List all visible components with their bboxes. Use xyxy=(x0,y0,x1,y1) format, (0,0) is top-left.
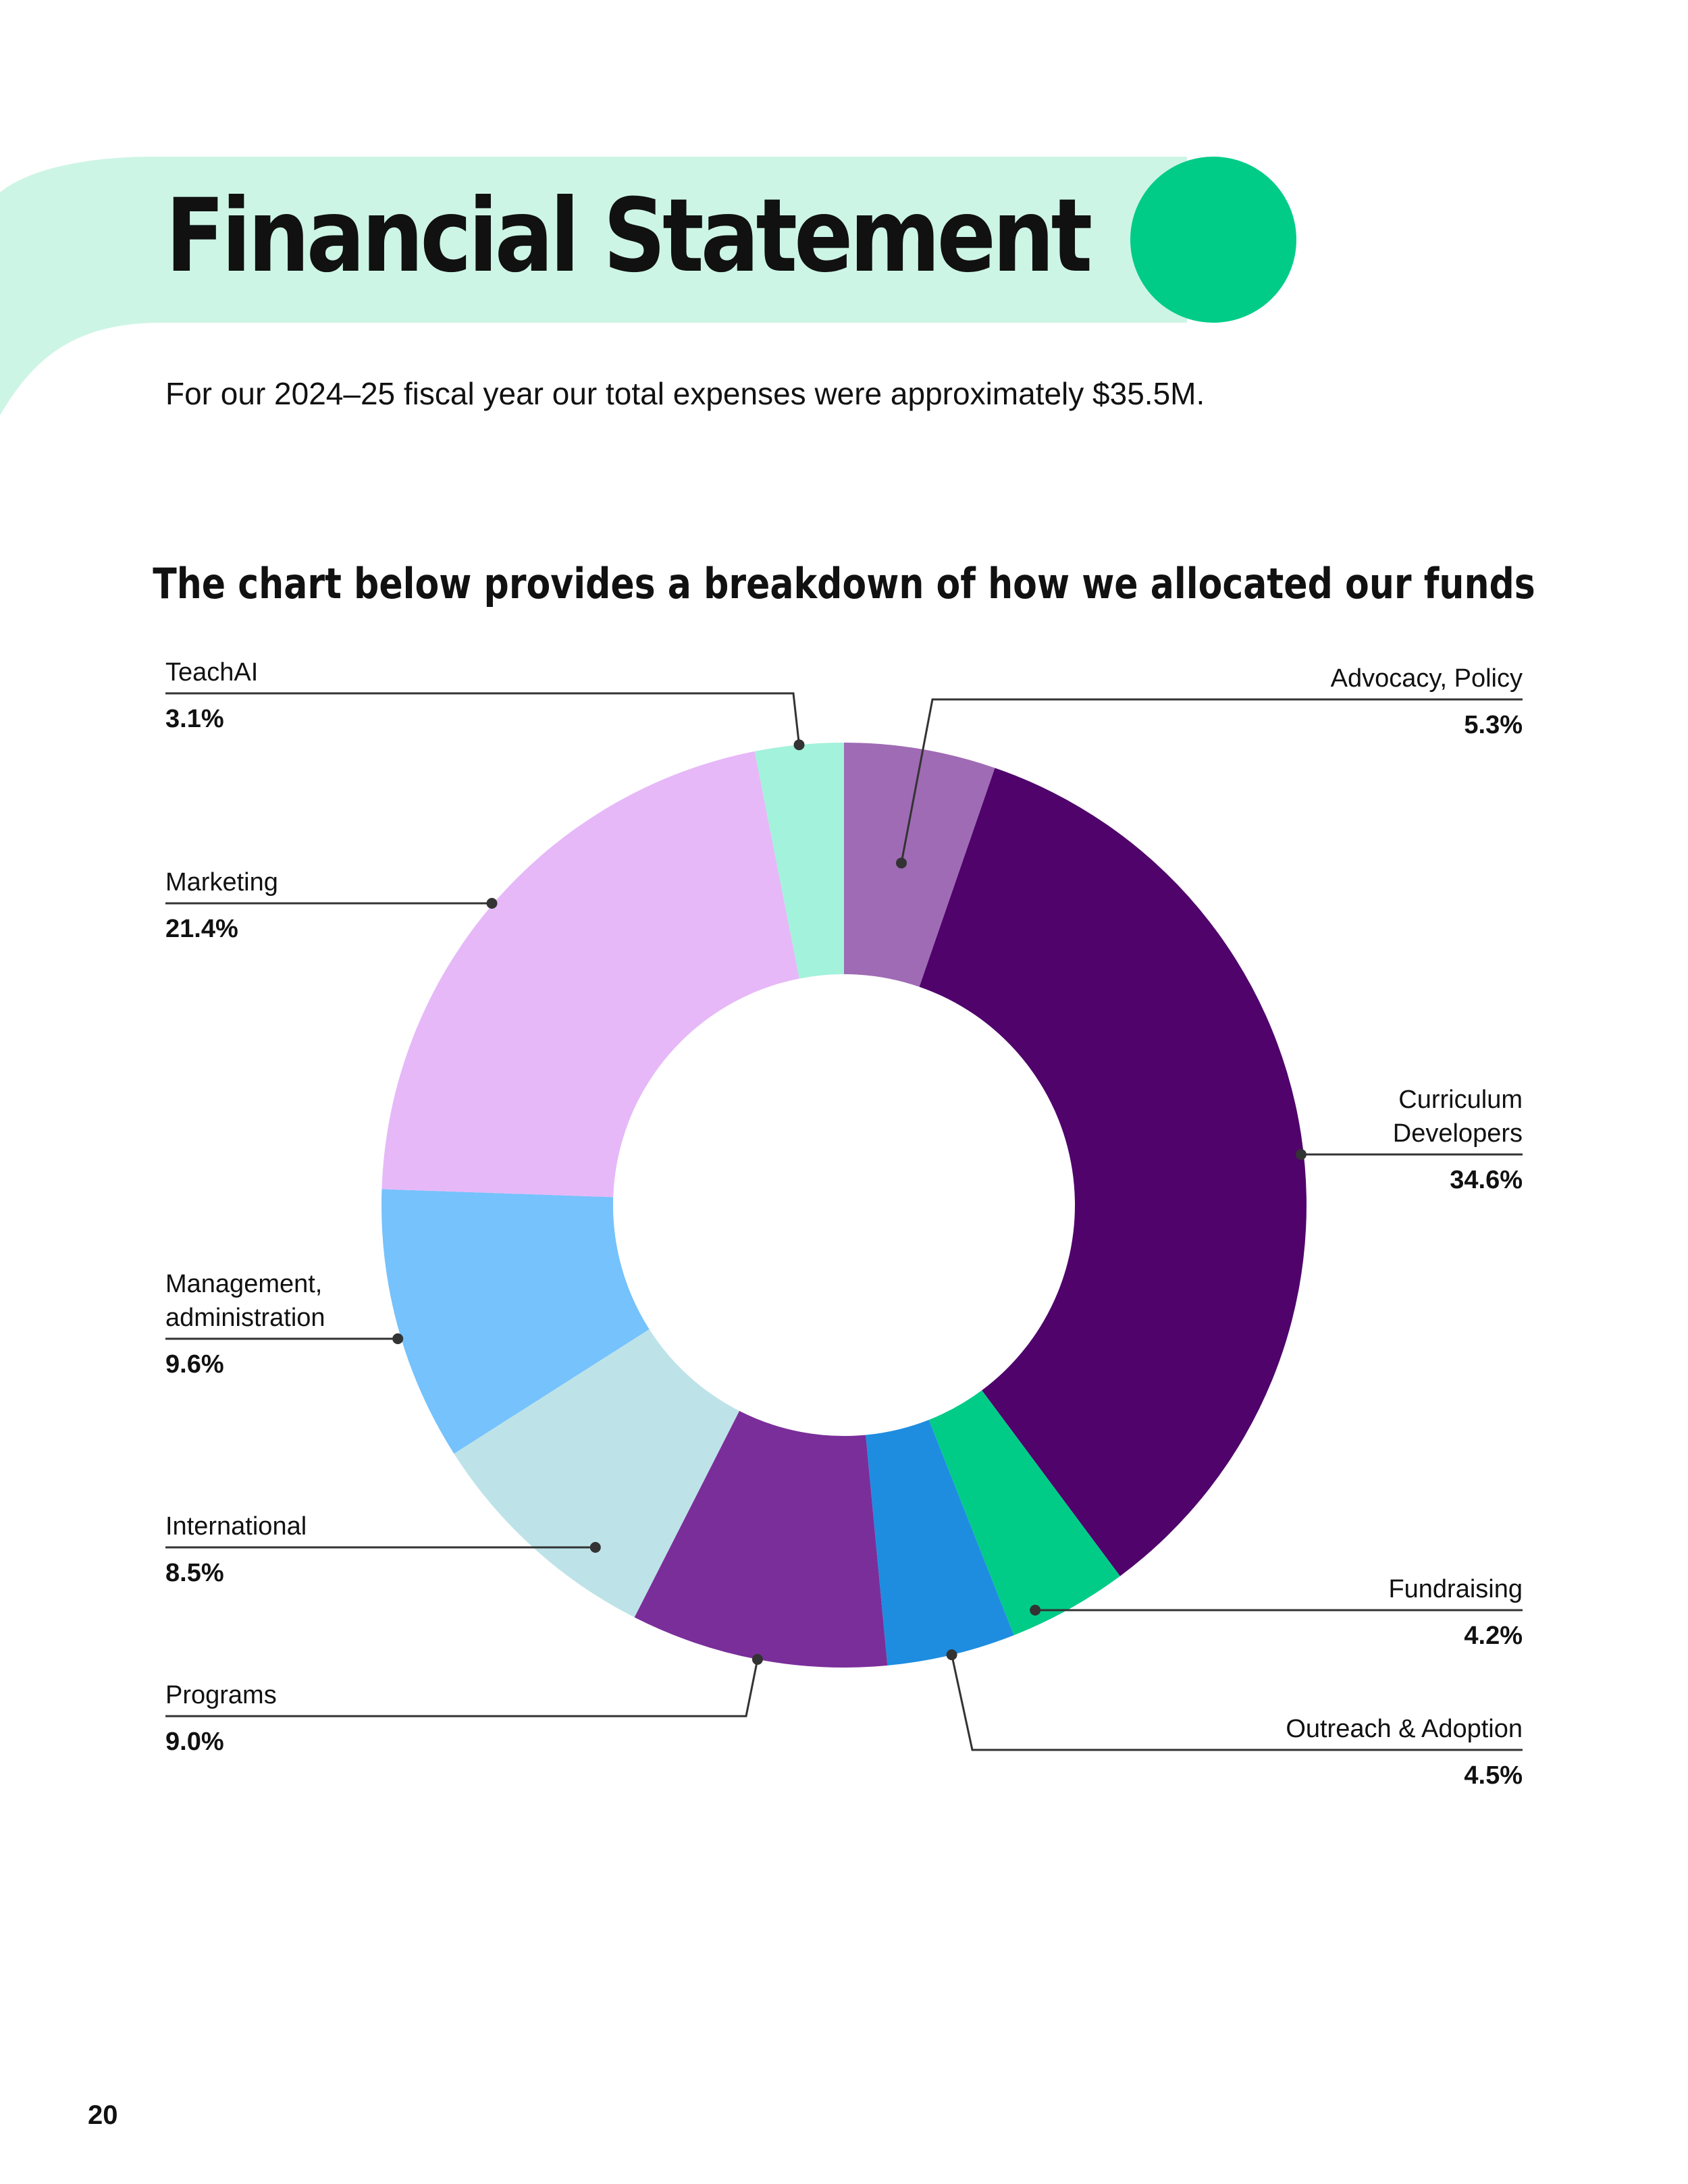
slice-name: Curriculum Developers xyxy=(1392,1086,1523,1148)
slice-value: 34.6% xyxy=(1450,1166,1523,1194)
slice-label: Advocacy, Policy 5.3% xyxy=(1331,662,1523,740)
leader-dot xyxy=(392,1333,404,1344)
leader-dot xyxy=(751,1653,763,1665)
leader-dot xyxy=(486,898,498,909)
donut-slice xyxy=(919,768,1307,1576)
slice-label: International 8.5% xyxy=(165,1510,307,1588)
leader-line xyxy=(900,698,1523,863)
leader-dot xyxy=(589,1542,601,1553)
page-subtitle: For our 2024–25 fiscal year our total ex… xyxy=(165,376,1205,411)
leader-dot xyxy=(1295,1149,1307,1160)
donut-slice xyxy=(381,1189,650,1454)
donut-slice xyxy=(454,1329,740,1618)
page-title: Financial Statement xyxy=(165,178,1092,295)
donut-slice xyxy=(866,1420,1014,1666)
slice-name: Management, administration xyxy=(165,1270,325,1332)
slice-value: 21.4% xyxy=(165,915,238,943)
slice-value: 8.5% xyxy=(165,1559,224,1587)
slice-label: Programs 9.0% xyxy=(165,1678,277,1757)
slice-value: 9.0% xyxy=(165,1728,224,1756)
slice-label: Management, administration 9.6% xyxy=(165,1267,325,1379)
accent-circle xyxy=(1130,157,1296,323)
chart-title: The chart below provides a breakdown of … xyxy=(153,559,1535,608)
slice-value: 5.3% xyxy=(1464,711,1523,739)
slice-value: 4.5% xyxy=(1464,1761,1523,1790)
slice-value: 3.1% xyxy=(165,705,224,733)
leader-dot xyxy=(793,739,805,751)
slice-name: International xyxy=(165,1512,307,1541)
slice-label: TeachAI 3.1% xyxy=(165,656,258,734)
donut-slice xyxy=(844,743,995,987)
header-decoration xyxy=(0,157,1296,415)
slice-label: Fundraising 4.2% xyxy=(1388,1572,1523,1651)
slice-name: Fundraising xyxy=(1388,1575,1523,1603)
slice-value: 9.6% xyxy=(165,1350,224,1379)
slice-name: TeachAI xyxy=(165,658,259,687)
donut-slice xyxy=(381,751,799,1198)
leader-dot xyxy=(946,1649,957,1661)
slice-label: Curriculum Developers 34.6% xyxy=(1393,1083,1523,1195)
page-number: 20 xyxy=(88,2100,118,2130)
header-band xyxy=(0,157,1187,415)
donut-slice xyxy=(928,1390,1120,1636)
leader-dot xyxy=(1030,1605,1041,1616)
donut-slice xyxy=(634,1410,888,1668)
leader-line xyxy=(165,692,801,745)
donut-slice xyxy=(754,743,844,979)
slice-value: 4.2% xyxy=(1464,1622,1523,1650)
slice-name: Marketing xyxy=(165,868,278,897)
slice-label: Marketing 21.4% xyxy=(165,865,278,944)
leader-dot xyxy=(895,857,907,869)
slice-name: Outreach & Adoption xyxy=(1286,1715,1523,1743)
slice-name: Advocacy, Policy xyxy=(1330,664,1523,693)
slice-name: Programs xyxy=(165,1681,277,1709)
slice-label: Outreach & Adoption 4.5% xyxy=(1286,1712,1523,1790)
leader-line xyxy=(951,1654,1523,1751)
leader-line xyxy=(165,1659,759,1717)
